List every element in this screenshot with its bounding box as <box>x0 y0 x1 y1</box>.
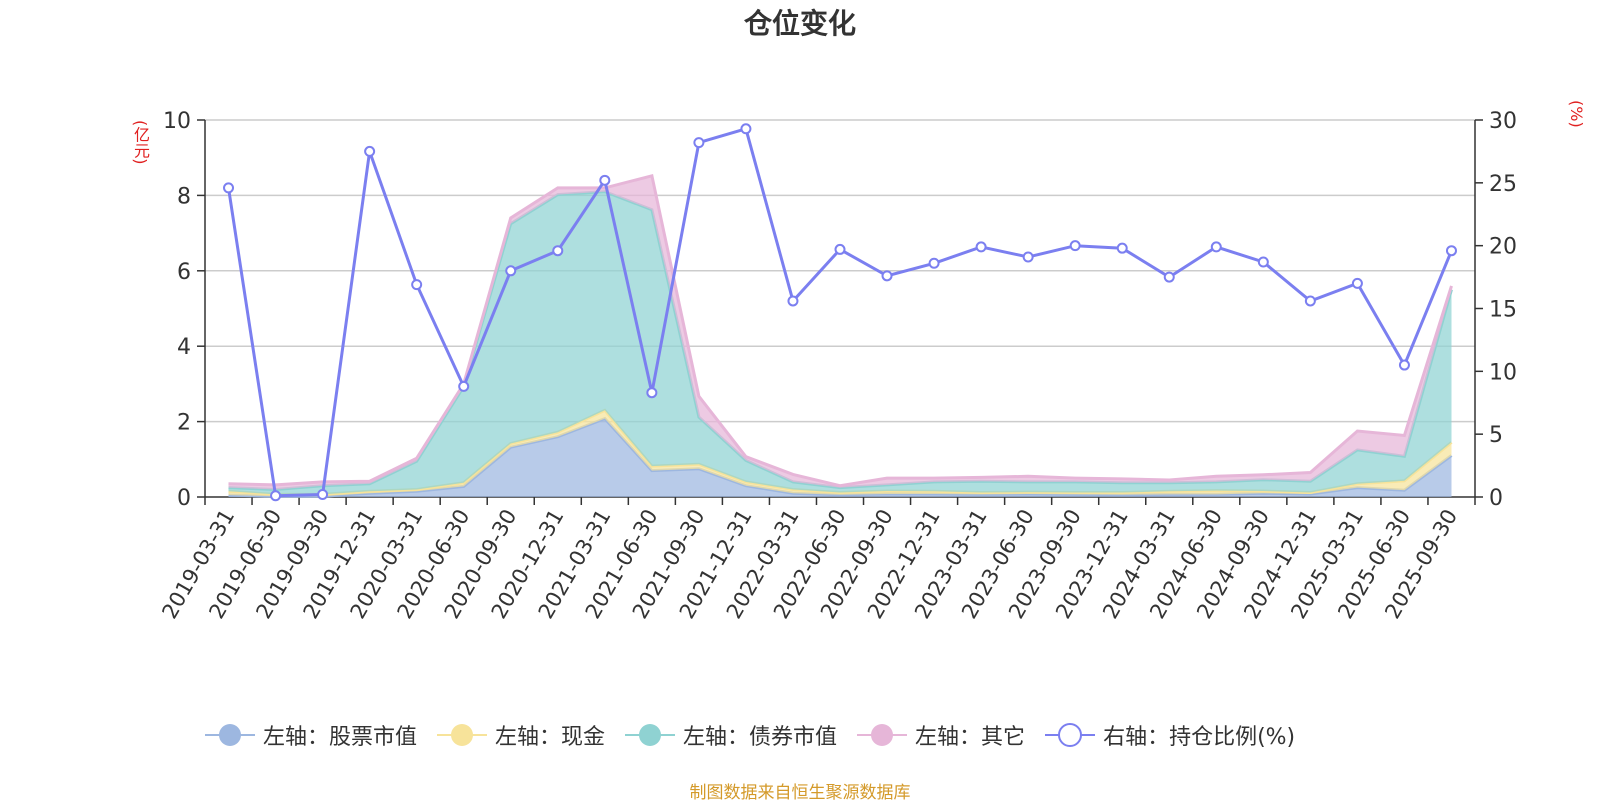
right-tick-label: 30 <box>1489 109 1517 134</box>
left-tick-label: 8 <box>177 184 191 209</box>
area-series-4-edge <box>228 173 1453 488</box>
position-ratio-point <box>693 137 705 149</box>
right-axis-unit: (%) <box>1567 100 1586 128</box>
legend-label: 左轴：债券市值 <box>683 725 838 750</box>
left-tick-label: 4 <box>177 335 191 360</box>
position-ratio-point <box>834 243 846 255</box>
position-ratio-point <box>1022 251 1034 263</box>
position-ratio-point <box>599 174 611 186</box>
position-ratio-point <box>1351 277 1363 289</box>
right-tick-label: 25 <box>1489 172 1517 197</box>
source-note: 制图数据来自恒生聚源数据库 <box>689 783 911 803</box>
legend-item[interactable]: 左轴：债券市值 <box>625 719 837 751</box>
chart-plot: 02468100510152025302019-03-312019-06-302… <box>157 109 1517 623</box>
legend-marker-icon <box>437 724 488 746</box>
right-tick-label: 10 <box>1489 360 1517 385</box>
position-ratio-point <box>646 387 658 399</box>
legend-label: 左轴：股票市值 <box>263 725 418 750</box>
position-ratio-point <box>458 380 470 392</box>
right-tick-label: 20 <box>1489 235 1517 260</box>
left-tick-label: 10 <box>163 109 191 134</box>
position-ratio-point <box>740 123 752 135</box>
position-ratio-point <box>270 490 282 502</box>
position-ratio-point <box>1163 271 1175 283</box>
left-tick-label: 2 <box>177 411 191 436</box>
left-tick-label: 0 <box>177 486 191 511</box>
area-series-3-edge <box>228 190 1453 492</box>
position-ratio-point <box>881 270 893 282</box>
right-tick-label: 0 <box>1489 486 1503 511</box>
legend-label: 左轴：现金 <box>495 725 606 750</box>
legend-marker-icon <box>625 724 676 746</box>
legend-item[interactable]: 左轴：股票市值 <box>205 719 417 751</box>
right-tick-label: 5 <box>1489 423 1503 448</box>
position-ratio-point <box>505 265 517 277</box>
legend-marker-icon <box>1045 723 1096 747</box>
legend-marker-icon <box>857 724 908 746</box>
area-series-1 <box>228 418 1452 497</box>
area-series-4 <box>228 175 1452 490</box>
left-tick-label: 6 <box>177 260 191 285</box>
area-series-3 <box>228 191 1452 495</box>
right-tick-label: 15 <box>1489 298 1517 323</box>
position-ratio-line <box>227 126 1453 498</box>
position-ratio-point <box>787 295 799 307</box>
chart-title: 仓位变化 <box>743 7 856 40</box>
legend-label: 右轴：持仓比例(%) <box>1103 725 1296 750</box>
position-ratio-point <box>1116 242 1128 254</box>
chart-legend: 左轴：股票市值 左轴：现金 左轴：债券市值 左轴：其它 右轴：持仓比例(%) <box>205 718 1315 752</box>
position-ratio-point <box>364 145 376 157</box>
position-ratio-point <box>1257 256 1269 268</box>
position-ratio-point <box>1398 359 1410 371</box>
legend-label: 左轴：其它 <box>915 725 1026 750</box>
left-axis-unit: (亿元) <box>131 120 150 165</box>
position-ratio-point <box>1069 240 1081 252</box>
position-ratio-point <box>1210 241 1222 253</box>
position-ratio-point <box>223 182 235 194</box>
position-ratio-point <box>1445 245 1457 257</box>
legend-item[interactable]: 左轴：其它 <box>857 719 1025 751</box>
position-ratio-point <box>1304 295 1316 307</box>
position-ratio-point <box>411 279 423 291</box>
position-ratio-point <box>317 488 329 500</box>
position-ratio-point <box>928 257 940 269</box>
legend-item[interactable]: 左轴：现金 <box>437 719 605 751</box>
legend-marker-icon <box>205 724 255 746</box>
position-ratio-point <box>975 241 987 253</box>
legend-item[interactable]: 右轴：持仓比例(%) <box>1045 719 1295 751</box>
position-ratio-point <box>552 245 564 257</box>
